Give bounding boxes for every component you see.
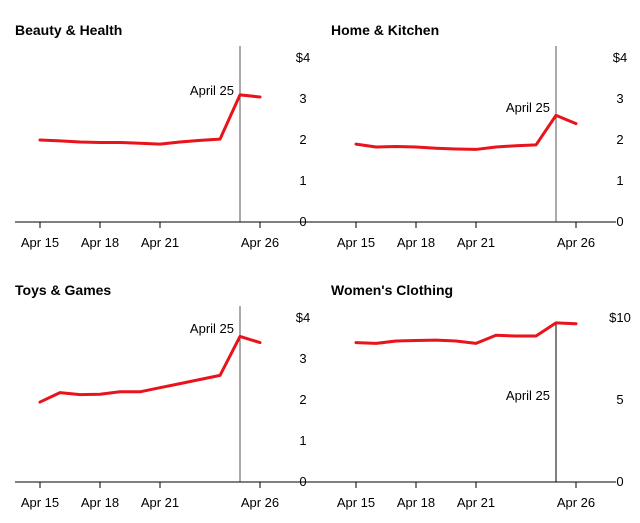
x-tick-label: Apr 26 xyxy=(241,495,279,510)
y-tick-label: 2 xyxy=(299,132,306,147)
panel-title: Toys & Games xyxy=(15,282,111,298)
y-tick-label: 1 xyxy=(299,433,306,448)
y-tick-label: 0 xyxy=(616,474,623,489)
panel-title: Women's Clothing xyxy=(331,282,453,298)
y-tick-label: $10 xyxy=(609,310,631,325)
annotation-label: April 25 xyxy=(506,388,550,403)
y-tick-label: 1 xyxy=(616,173,623,188)
y-tick-label: 3 xyxy=(616,91,623,106)
y-tick-label: 3 xyxy=(299,351,306,366)
y-tick-label: $4 xyxy=(296,310,310,325)
annotation-label: April 25 xyxy=(190,321,234,336)
annotation-label: April 25 xyxy=(190,83,234,98)
series-line xyxy=(38,334,262,404)
panel-beauty-health: Beauty & Health Apr 15 Apr 18 Apr 21 Apr 26… xyxy=(15,22,310,250)
x-tick-label: Apr 18 xyxy=(397,495,435,510)
x-tick-label: Apr 15 xyxy=(337,235,375,250)
y-tick-label: 2 xyxy=(299,392,306,407)
x-tick-label: Apr 26 xyxy=(241,235,279,250)
y-tick-label: 2 xyxy=(616,132,623,147)
x-tick-label: Apr 21 xyxy=(141,235,179,250)
y-tick-label: 0 xyxy=(616,214,623,229)
x-tick-label: Apr 18 xyxy=(81,235,119,250)
x-tick-label: Apr 21 xyxy=(141,495,179,510)
y-tick-label: $4 xyxy=(613,50,627,65)
x-tick-label: Apr 15 xyxy=(21,235,59,250)
series-line xyxy=(354,113,578,151)
y-tick-label: 3 xyxy=(299,91,306,106)
x-tick-label: Apr 18 xyxy=(397,235,435,250)
y-tick-label: 5 xyxy=(616,392,623,407)
annotation-label: April 25 xyxy=(506,100,550,115)
x-tick-label: Apr 21 xyxy=(457,495,495,510)
x-tick-label: Apr 15 xyxy=(337,495,375,510)
x-tick-label: Apr 26 xyxy=(557,495,595,510)
panel-home-kitchen: Home & Kitchen Apr 15 Apr 18 Apr 21 Apr 26 0… xyxy=(15,22,627,250)
x-tick-label: Apr 26 xyxy=(557,235,595,250)
panel-womens-clothing: Women's Clothing Apr 15 Apr 18 Apr 21 Apr 2… xyxy=(15,282,631,510)
x-tick-label: Apr 18 xyxy=(81,495,119,510)
panel-title: Beauty & Health xyxy=(15,22,122,38)
y-tick-label: 1 xyxy=(299,173,306,188)
panel-title: Home & Kitchen xyxy=(331,22,439,38)
series-line xyxy=(38,93,262,146)
x-tick-label: Apr 15 xyxy=(21,495,59,510)
x-tick-label: Apr 21 xyxy=(457,235,495,250)
series-line xyxy=(354,321,578,345)
y-tick-label: $4 xyxy=(296,50,310,65)
